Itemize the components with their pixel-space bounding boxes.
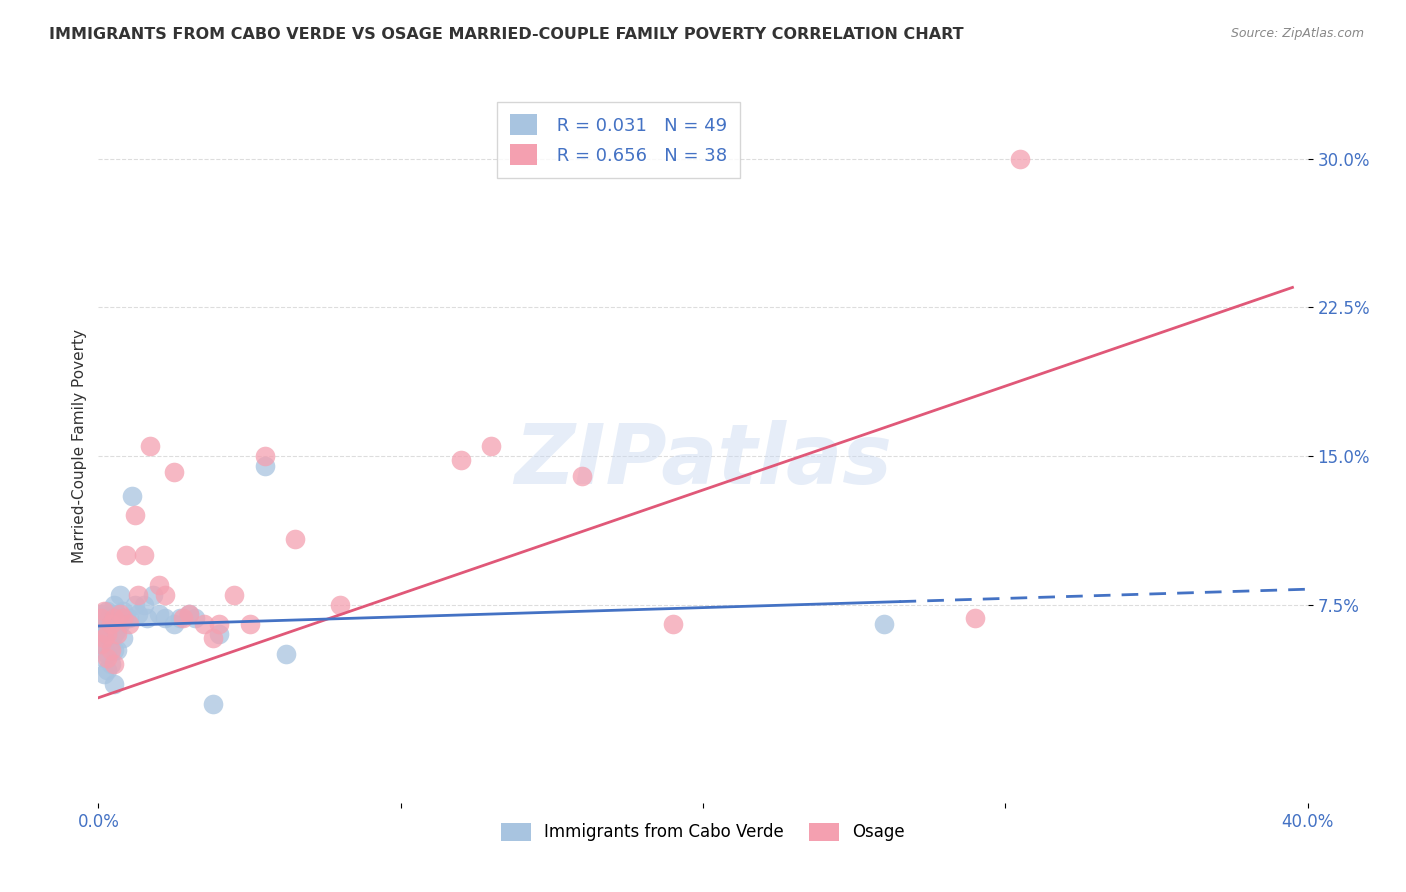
Point (253, 449, 276, 463)
Point (135, 611, 157, 625)
Point (208, 627, 231, 641)
Point (103, 611, 125, 625)
Point (148, 578, 170, 592)
Point (111, 611, 134, 625)
Point (100, 643, 122, 657)
Text: Source: ZipAtlas.com: Source: ZipAtlas.com (1230, 27, 1364, 40)
Point (96, 627, 118, 641)
Point (96, 603, 118, 617)
Point (100, 617, 122, 632)
Point (202, 697, 225, 711)
Point (132, 598, 155, 612)
Point (571, 468, 593, 483)
Point (96, 663, 118, 677)
Point (274, 647, 297, 661)
Point (118, 617, 141, 632)
Text: IMMIGRANTS FROM CABO VERDE VS OSAGE MARRIED-COUPLE FAMILY POVERTY CORRELATION CH: IMMIGRANTS FROM CABO VERDE VS OSAGE MARR… (49, 27, 965, 42)
Point (90, 611, 112, 625)
Point (90, 637, 112, 651)
Point (103, 598, 125, 612)
Point (103, 643, 125, 657)
Point (103, 677, 125, 691)
Point (100, 657, 122, 671)
Point (193, 617, 215, 632)
Point (153, 611, 176, 625)
Point (100, 607, 122, 622)
Point (148, 607, 170, 622)
Point (93, 667, 115, 681)
Point (93, 632, 115, 646)
Point (163, 465, 186, 479)
Point (450, 453, 472, 467)
Point (179, 607, 201, 622)
Point (100, 617, 122, 632)
Point (93, 651, 115, 665)
Point (93, 603, 115, 617)
Point (481, 439, 503, 453)
Text: ZIPatlas: ZIPatlas (515, 420, 891, 500)
Point (142, 588, 165, 602)
Point (105, 607, 128, 622)
Point (253, 458, 276, 473)
Point (90, 617, 112, 632)
Point (93, 637, 115, 651)
Point (93, 624, 115, 638)
Point (118, 611, 141, 625)
Point (114, 611, 136, 625)
Point (127, 607, 149, 622)
Point (124, 508, 146, 523)
Point (127, 588, 149, 602)
Point (96, 617, 118, 632)
Point (90, 627, 112, 641)
Point (90, 637, 112, 651)
Point (184, 611, 207, 625)
Point (329, 598, 352, 612)
Point (114, 548, 136, 562)
Point (100, 637, 122, 651)
Point (965, 611, 987, 625)
Point (108, 617, 131, 632)
Point (132, 548, 155, 562)
Point (105, 624, 128, 638)
Point (90, 607, 112, 622)
Point (284, 532, 307, 546)
Point (139, 439, 162, 453)
Point (224, 588, 246, 602)
Point (124, 598, 146, 612)
Point (108, 588, 131, 602)
Y-axis label: Married-Couple Family Poverty: Married-Couple Family Poverty (72, 329, 87, 563)
Point (202, 632, 225, 646)
Point (163, 617, 186, 632)
Point (108, 607, 131, 622)
Point (105, 643, 128, 657)
Point (103, 627, 125, 641)
Point (179, 607, 201, 622)
Point (121, 489, 143, 503)
Point (1010, 152, 1032, 166)
Point (93, 611, 115, 625)
Point (96, 647, 118, 661)
Point (105, 627, 128, 641)
Point (111, 632, 134, 646)
Point (103, 611, 125, 625)
Point (239, 617, 262, 632)
Point (103, 657, 125, 671)
Point (873, 617, 896, 632)
Point (172, 611, 194, 625)
Legend: Immigrants from Cabo Verde, Osage: Immigrants from Cabo Verde, Osage (495, 816, 911, 848)
Point (169, 611, 191, 625)
Point (111, 603, 134, 617)
Point (661, 617, 683, 632)
Point (96, 627, 118, 641)
Point (153, 588, 176, 602)
Point (96, 651, 118, 665)
Point (208, 617, 231, 632)
